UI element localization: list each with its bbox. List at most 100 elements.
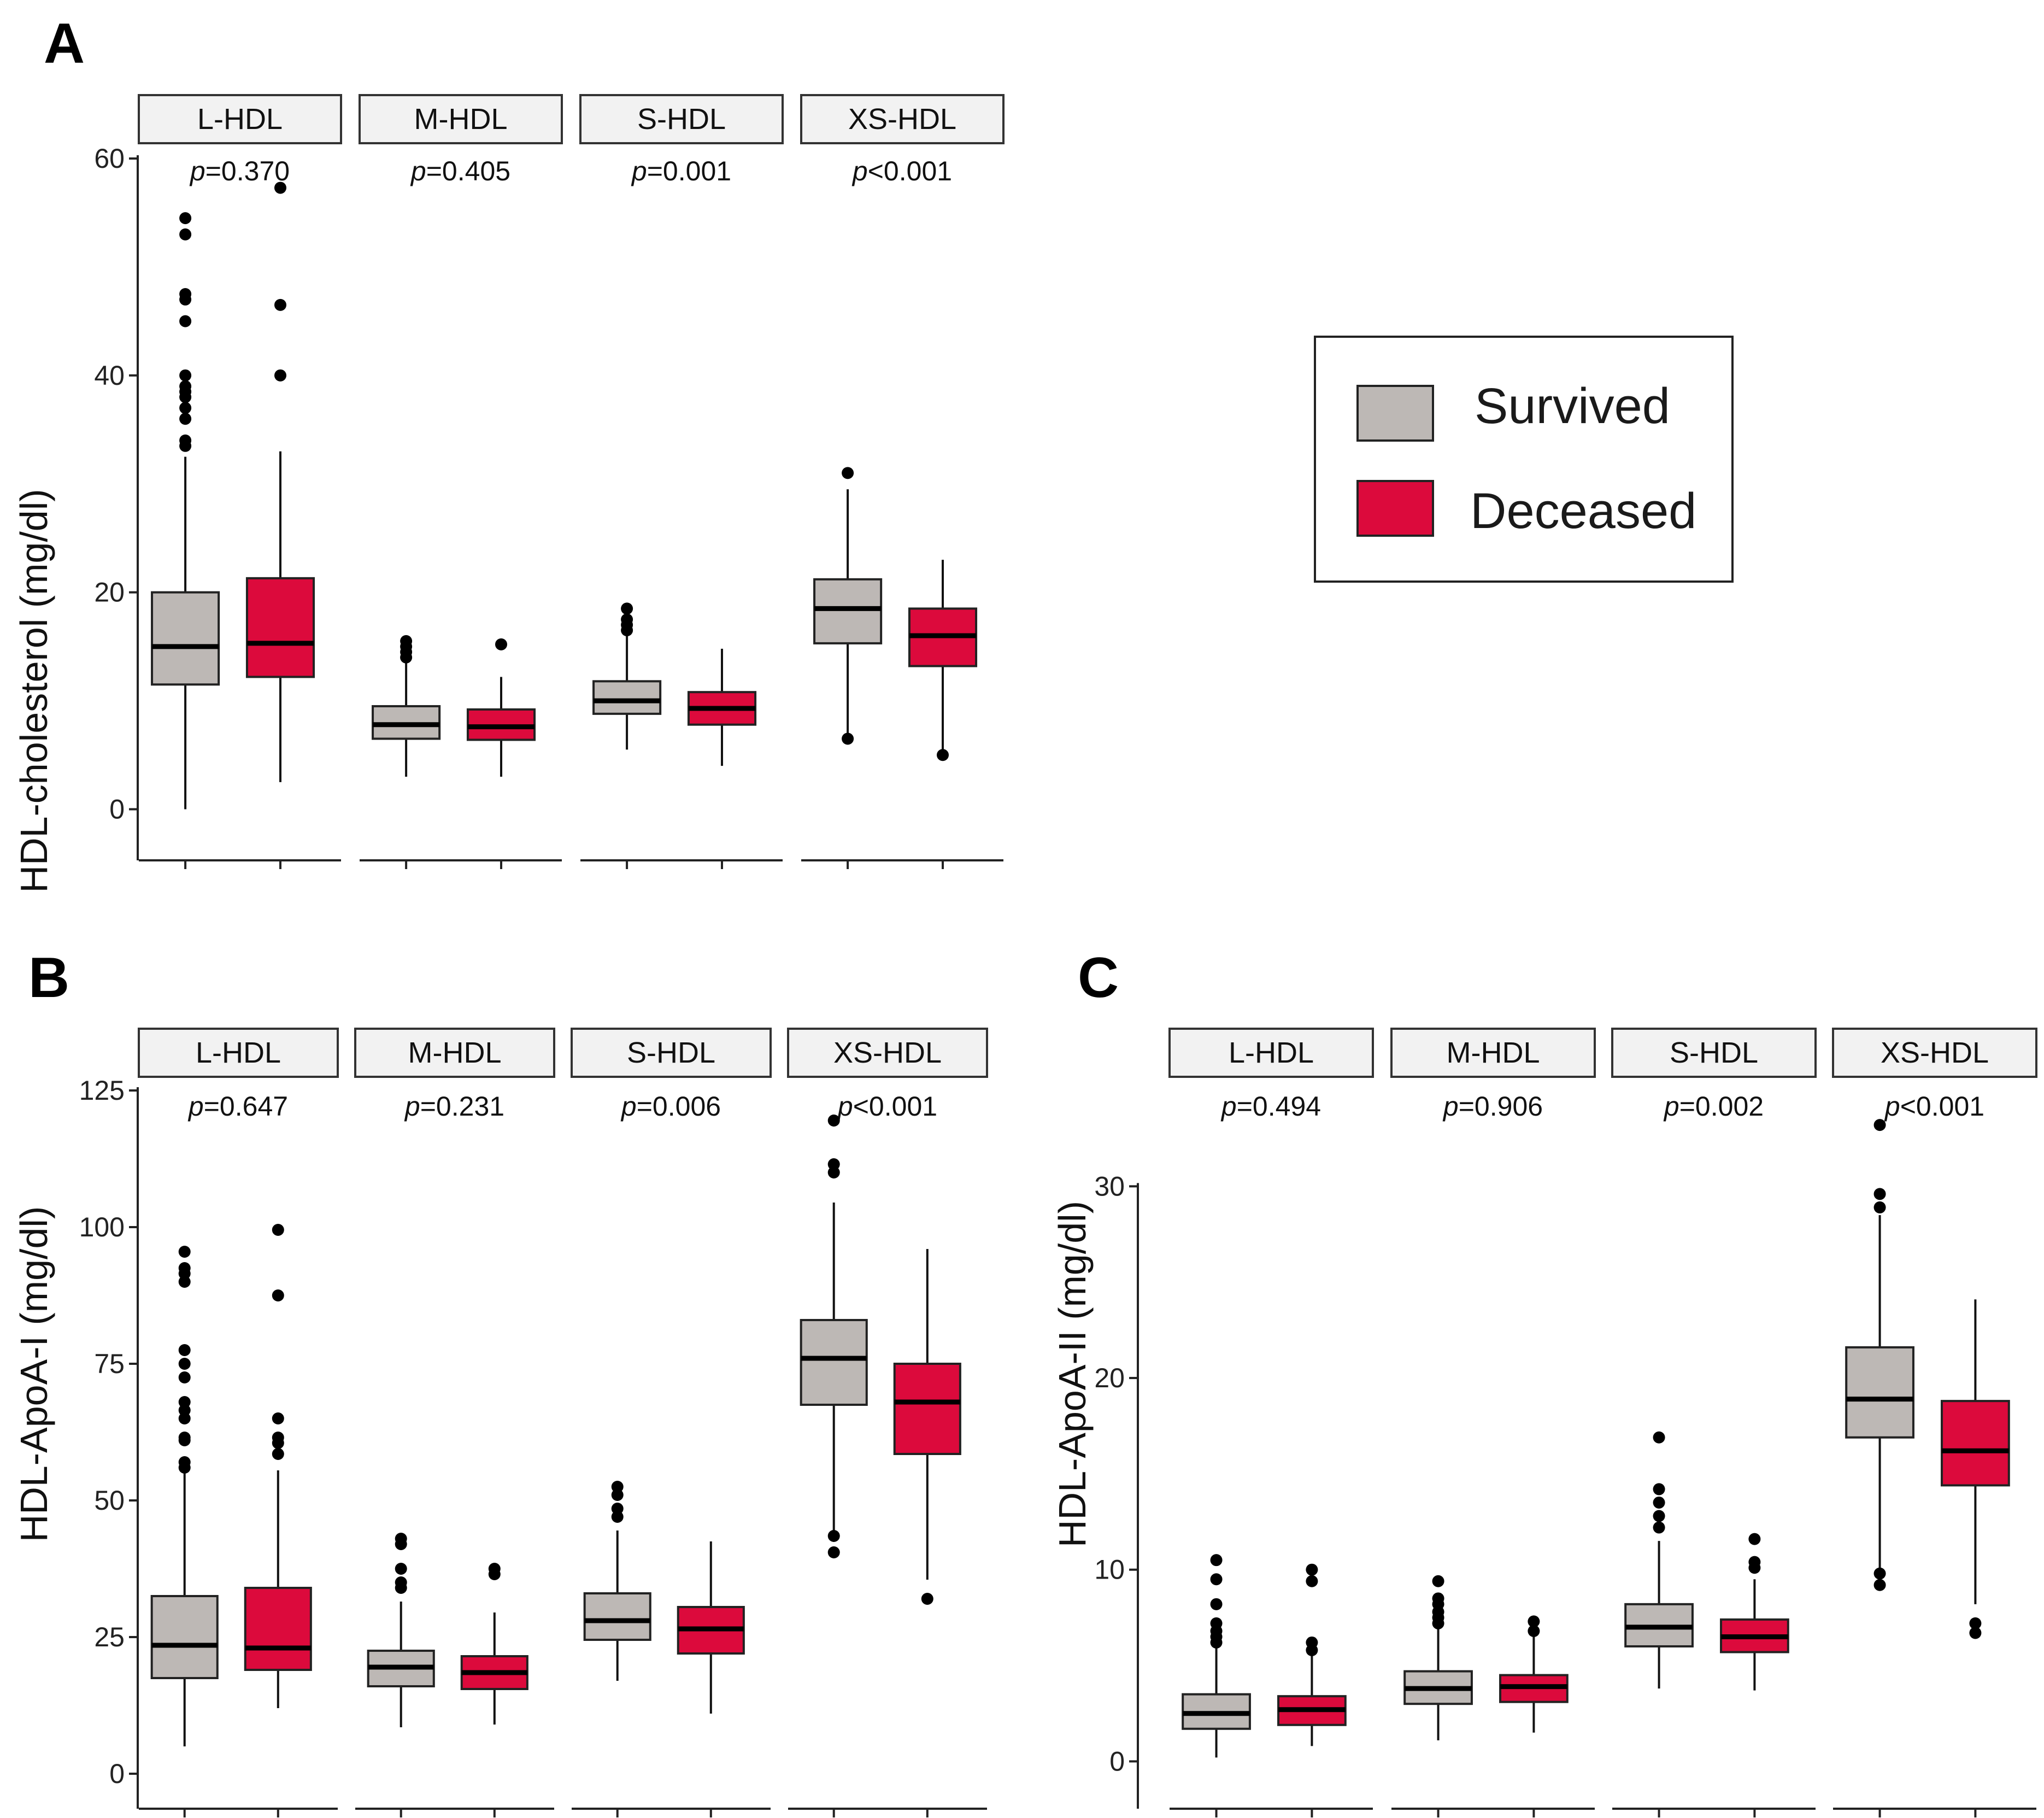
outlier-point [179,402,192,414]
outlier-point [1653,1483,1665,1496]
outlier-point [178,1396,191,1408]
outlier-point [395,1533,407,1545]
y-tick-label: 125 [79,1075,125,1106]
outlier-point [1969,1617,1982,1629]
outlier-point [179,228,192,241]
legend-label-deceased: Deceased [1470,483,1696,539]
facet-label: L-HDL [197,103,283,136]
outlier-point [178,1358,191,1370]
outlier-point [921,1593,933,1605]
outlier-point [1873,1119,1886,1131]
outlier-point [1528,1615,1540,1628]
outlier-point [1873,1188,1886,1200]
y-tick-label: 0 [109,794,125,824]
p-value: =0.647 [204,1091,288,1122]
box-deceased [893,1363,961,1455]
p-symbol: p [1884,1091,1900,1122]
box-survived [592,680,662,715]
p-value-label: p=0.001 [631,156,731,186]
p-value-label: p=0.231 [404,1091,504,1122]
p-value-label: p<0.001 [1884,1091,1984,1122]
p-value: =0.006 [637,1091,721,1122]
facet-strip [1390,1028,1596,1078]
p-value-label: p=0.494 [1220,1091,1321,1122]
p-value: =0.906 [1459,1091,1543,1122]
outlier-point [1432,1575,1444,1587]
p-value-label: p=0.405 [410,156,510,186]
y-tick-label: 20 [94,577,125,608]
y-tick-label: 20 [1094,1363,1125,1393]
p-value-label: p=0.906 [1442,1091,1543,1122]
outlier-point [842,467,854,479]
outlier-point [179,413,192,425]
facet-label: XS-HDL [833,1036,942,1069]
box-deceased [245,577,315,678]
outlier-point [1969,1627,1982,1639]
outlier-point [1210,1617,1223,1629]
p-value: =0.231 [420,1091,504,1122]
outlier-point [1432,1592,1444,1605]
facet-strip [1832,1028,2037,1078]
facet-label: XS-HDL [848,103,956,136]
facet-label: M-HDL [414,103,508,136]
outlier-point [179,288,192,301]
y-tick-label: 10 [1094,1555,1125,1585]
facet-strip [138,94,342,144]
outlier-point [272,1224,284,1236]
outlier-point [178,1371,191,1383]
facet-strip [354,1028,555,1078]
outlier-point [1306,1636,1318,1649]
outlier-point [488,1563,501,1575]
outlier-point [827,1158,840,1170]
outlier-point [1653,1510,1665,1522]
facet-label: L-HDL [196,1036,281,1069]
p-symbol: p [410,156,426,186]
p-value-label: p=0.370 [189,156,290,186]
facet-strip [579,94,784,144]
facet-label: M-HDL [1447,1036,1540,1069]
p-symbol: p [404,1091,420,1122]
p-symbol: p [187,1091,204,1122]
outlier-point [1873,1567,1886,1580]
legend-label-survived: Survived [1475,378,1670,434]
legend-frame [1314,336,1734,583]
outlier-point [1210,1573,1223,1586]
outlier-point [272,1289,284,1301]
outlier-point [1210,1598,1223,1610]
outlier-point [179,212,192,225]
facet-strip [1168,1028,1374,1078]
p-value: =0.405 [426,156,510,186]
p-value-label: p=0.002 [1663,1091,1764,1122]
p-value-label: p<0.001 [837,1091,937,1122]
outlier-point [937,749,949,761]
outlier-point [495,638,507,650]
outlier-point [272,1412,284,1424]
p-value: =0.002 [1679,1091,1764,1122]
legend-swatch-deceased [1356,480,1434,537]
y-tick-label: 0 [109,1758,125,1789]
outlier-point [621,613,633,626]
outlier-point [179,380,192,392]
p-symbol: p [837,1091,853,1122]
facet-label: XS-HDL [1881,1036,1989,1069]
outlier-point [274,298,286,311]
legend: Survived Deceased [1314,336,1734,583]
p-value: <0.001 [868,156,952,186]
outlier-point [1748,1533,1761,1545]
facet-label: S-HDL [1670,1036,1758,1069]
outlier-point [1748,1556,1761,1568]
facet-strip [571,1028,772,1078]
outlier-point [274,369,286,382]
outlier-point [827,1115,840,1127]
outlier-point [179,369,192,382]
facet-strip [1611,1028,1817,1078]
p-value: =0.494 [1237,1091,1321,1122]
outlier-point [827,1530,840,1542]
outlier-point [1653,1431,1665,1444]
facet-label: L-HDL [1229,1036,1314,1069]
p-symbol: p [189,156,205,186]
outlier-point [179,315,192,327]
